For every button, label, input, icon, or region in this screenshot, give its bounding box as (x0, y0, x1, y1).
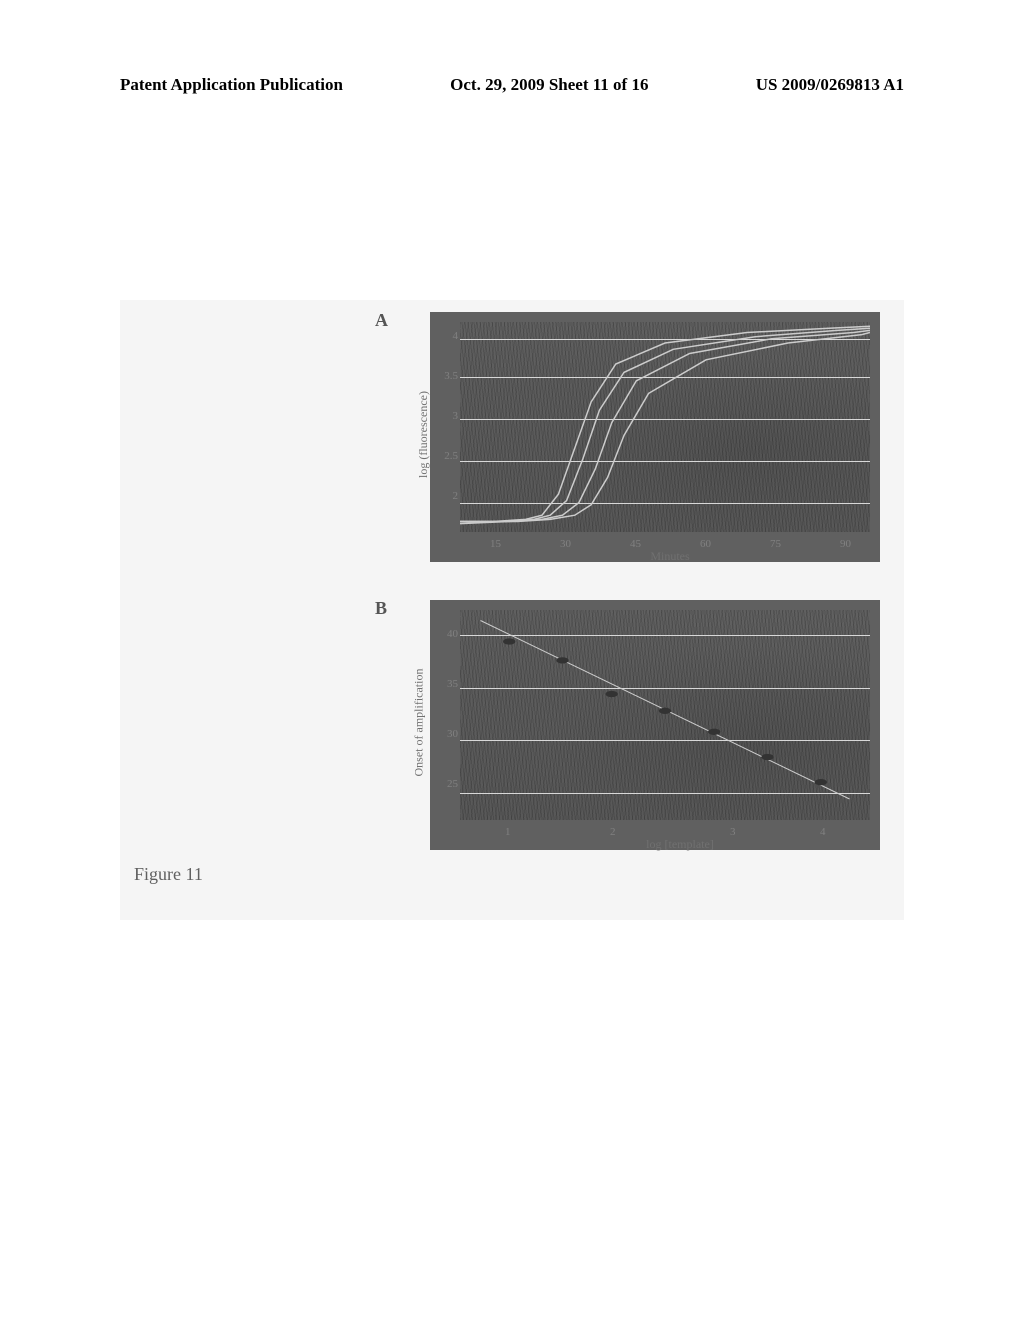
panel-a-chart: log (fluorescence) Minutes 4 3.5 3 2.5 2… (430, 312, 880, 562)
data-point (503, 638, 515, 644)
panel-a-label: A (375, 310, 388, 331)
panel-b-ylabel: Onset of amplification (411, 669, 426, 777)
ytick: 3 (434, 410, 458, 422)
xtick: 15 (490, 538, 501, 550)
ytick: 2 (434, 490, 458, 502)
ytick: 3.5 (434, 370, 458, 382)
xtick: 3 (730, 826, 736, 838)
xtick: 75 (770, 538, 781, 550)
data-point (556, 657, 568, 663)
ytick: 2.5 (434, 450, 458, 462)
panel-a-xlabel: Minutes (630, 549, 710, 564)
ytick: 35 (434, 678, 458, 690)
data-point (761, 754, 773, 760)
panel-a-ylabel: log (fluorescence) (416, 391, 431, 478)
panel-b-chart: Onset of amplification log [template] 40… (430, 600, 880, 850)
panel-a-svg (460, 322, 870, 532)
chart-series (460, 328, 870, 521)
chart-series (460, 333, 870, 522)
panel-b-svg (460, 610, 870, 820)
ytick: 4 (434, 330, 458, 342)
data-point (815, 779, 827, 785)
xtick: 30 (560, 538, 571, 550)
ytick: 30 (434, 728, 458, 740)
xtick: 60 (700, 538, 711, 550)
header-left: Patent Application Publication (120, 75, 343, 95)
panel-b-chart-area (460, 610, 870, 820)
ytick: 40 (434, 628, 458, 640)
xtick: 1 (505, 826, 511, 838)
data-point (659, 708, 671, 714)
xtick: 4 (820, 826, 826, 838)
header-right: US 2009/0269813 A1 (756, 75, 904, 95)
ytick: 25 (434, 778, 458, 790)
figure-container: A log (fluorescence) Minutes 4 3.5 3 2.5… (120, 300, 904, 920)
panel-b-xlabel: log [template] (630, 837, 730, 852)
chart-series (460, 330, 870, 523)
panel-a-chart-area (460, 322, 870, 532)
chart-series (460, 326, 870, 521)
xtick: 90 (840, 538, 851, 550)
header-center: Oct. 29, 2009 Sheet 11 of 16 (450, 75, 648, 95)
panel-b-label: B (375, 598, 387, 619)
figure-label: Figure 11 (134, 864, 203, 885)
data-point (606, 691, 618, 697)
xtick: 2 (610, 826, 616, 838)
data-point (708, 729, 720, 735)
xtick: 45 (630, 538, 641, 550)
